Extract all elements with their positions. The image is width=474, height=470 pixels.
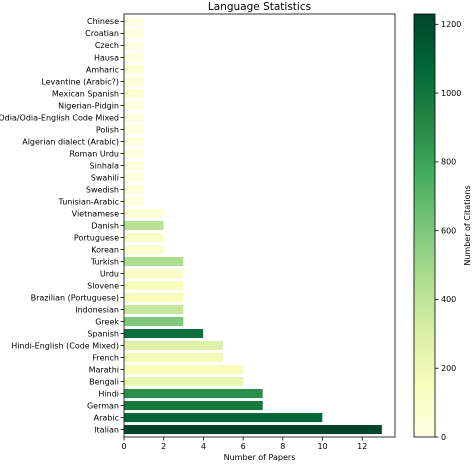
bar-amharic — [123, 64, 145, 75]
x-tick-label: 4 — [201, 442, 206, 451]
y-tick-label: Turkish — [90, 257, 119, 266]
y-tick-label: Indonesian — [75, 305, 119, 314]
y-tick-label: Croatian — [85, 29, 119, 38]
x-tick-label: 8 — [280, 442, 285, 451]
colorbar-tick-label: 0 — [441, 433, 446, 442]
colorbar-frame — [413, 13, 436, 438]
bar-danish — [123, 220, 164, 231]
bar-spanish — [123, 328, 204, 339]
bars-layer — [123, 16, 383, 435]
bar-hindi-english-code-mixed — [123, 340, 224, 351]
bar-chinese — [123, 16, 145, 27]
y-tick-label: Portuguese — [74, 233, 119, 242]
x-axis: 0 2 4 6 8 10 12 — [121, 437, 367, 451]
bar-levantine-arabic — [123, 76, 145, 87]
x-tick-label: 12 — [357, 442, 367, 451]
bar-indonesian — [123, 304, 184, 315]
bar-sinhala — [123, 160, 145, 171]
bar-swedish — [123, 184, 145, 195]
bar-greek — [123, 316, 184, 327]
colorbar-label: Number of Citations — [463, 185, 472, 265]
bar-nigerian-pidgin — [123, 100, 145, 111]
y-tick-label: Chinese — [87, 17, 119, 26]
colorbar-tick-label: 600 — [441, 226, 456, 235]
colorbar-gradient — [414, 14, 435, 437]
chart-title: Language Statistics — [208, 1, 311, 13]
y-tick-label: Danish — [91, 221, 119, 230]
bar-algerian-dialect-arabic — [123, 136, 145, 147]
y-tick-label: French — [92, 353, 119, 362]
y-tick-label: Polish — [96, 125, 119, 134]
colorbar-tick-label: 400 — [441, 295, 456, 304]
y-tick-label: Swedish — [86, 185, 119, 194]
y-tick-label: Czech — [95, 41, 119, 50]
x-tick-label: 2 — [161, 442, 166, 451]
y-tick-label: Mexican Spanish — [52, 89, 119, 98]
x-axis-label: Number of Papers — [224, 453, 296, 462]
bar-tunisian-arabic — [123, 196, 145, 207]
y-tick-label: Nigerian-Pidgin — [58, 101, 119, 110]
colorbar-tick-label: 1200 — [441, 20, 461, 29]
y-tick-label: Tunisian-Arabic — [58, 197, 119, 206]
bar-turkish — [123, 256, 184, 267]
y-tick-label: Urdu — [100, 269, 119, 278]
y-tick-label: Roman Urdu — [69, 149, 119, 158]
bar-mexican-spanish — [123, 88, 145, 99]
colorbar-tick-label: 800 — [441, 158, 456, 167]
bar-arabic — [123, 412, 323, 423]
y-tick-label: Levantine (Arabic?) — [41, 77, 119, 86]
y-tick-label: Hausa — [94, 53, 119, 62]
y-tick-label: Arabic — [94, 413, 119, 422]
colorbar-tick-label: 1000 — [441, 89, 461, 98]
y-tick-label: Amharic — [86, 65, 119, 74]
y-tick-label: German — [87, 401, 119, 410]
y-tick-label: Sinhala — [90, 161, 120, 170]
y-tick-label: Hindi-English (Code Mixed) — [11, 341, 119, 350]
bar-bengali — [123, 376, 244, 387]
x-tick-label: 6 — [241, 442, 246, 451]
y-axis: Chinese Croatian Czech Hausa Amharic Levantin… — [0, 17, 124, 434]
bar-roman-urdu — [123, 148, 145, 159]
y-tick-label: Swahili — [91, 173, 119, 182]
y-tick-label: Italian — [94, 425, 119, 434]
bar-czech — [123, 40, 145, 51]
bar-urdu — [123, 268, 184, 279]
bar-italian — [123, 424, 383, 435]
y-tick-label: Slovene — [87, 281, 119, 290]
y-tick-label: Odia/Odia-English Code Mixed — [0, 113, 119, 122]
bar-hindi — [123, 388, 264, 399]
colorbar: 0 200 400 600 800 1000 1200 Number of Citation… — [413, 13, 472, 442]
bar-portuguese — [123, 232, 164, 243]
plot-frame — [123, 13, 396, 438]
bar-croatian — [123, 28, 145, 39]
y-tick-label: Marathi — [89, 365, 119, 374]
bar-korean — [123, 244, 164, 255]
bar-vietnamese — [123, 208, 164, 219]
bar-hausa — [123, 52, 145, 63]
colorbar-ticks: 0 200 400 600 800 1000 1200 — [435, 20, 461, 442]
y-tick-label: Algerian dialect (Arabic) — [22, 137, 119, 146]
bar-odia-odia-english-code-mixed — [123, 112, 145, 123]
bar-swahili — [123, 172, 145, 183]
bar-german — [123, 400, 264, 411]
x-tick-label: 0 — [121, 442, 126, 451]
bar-french — [123, 352, 224, 363]
colorbar-tick-label: 200 — [441, 364, 456, 373]
bar-slovene — [123, 280, 184, 291]
y-tick-label: Greek — [95, 317, 119, 326]
bar-polish — [123, 124, 145, 135]
y-tick-label: Bengali — [89, 377, 119, 386]
y-tick-label: Spanish — [87, 329, 119, 338]
bar-brazilian-portuguese — [123, 292, 184, 303]
y-tick-label: Vietnamese — [72, 209, 119, 218]
y-tick-label: Hindi — [98, 389, 119, 398]
x-tick-label: 10 — [317, 442, 327, 451]
bar-marathi — [123, 364, 244, 375]
y-tick-label: Korean — [91, 245, 119, 254]
y-tick-label: Brazilian (Portuguese) — [31, 293, 119, 302]
